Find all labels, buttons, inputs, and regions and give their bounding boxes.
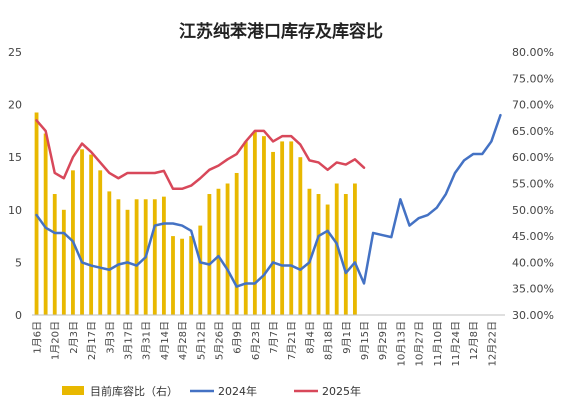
x-tick-label: 12月22日 xyxy=(486,321,498,366)
x-tick-label: 10月13日 xyxy=(395,321,407,366)
x-tick-label: 6月9日 xyxy=(232,321,244,354)
bar-4月21日 xyxy=(171,236,175,315)
legend: 目前库容比（右） 2024年 2025年 xyxy=(62,384,361,398)
bar-9月1日 xyxy=(343,194,348,315)
bar-7月14日 xyxy=(280,141,285,315)
x-tick-label: 2月3日 xyxy=(68,321,80,354)
bar-6月9日 xyxy=(234,172,239,315)
bar-4月7日 xyxy=(152,199,157,315)
x-tick-label: 5月26日 xyxy=(213,321,225,360)
y-right-tick-label: 70.00% xyxy=(512,99,554,112)
x-tick-label: 7月7日 xyxy=(268,321,280,354)
y-left-tick-label: 15 xyxy=(8,151,22,164)
bar-7月7日 xyxy=(271,151,275,315)
x-tick-label: 8月18日 xyxy=(323,321,335,360)
bar-7月28日 xyxy=(298,157,303,315)
legend-swatch-bar xyxy=(62,386,84,395)
bar-8月25日 xyxy=(334,183,339,315)
y-left-tick-label: 20 xyxy=(8,99,22,112)
bar-4月28日 xyxy=(180,238,184,315)
y-left-tick-label: 10 xyxy=(8,204,22,217)
bar-1月13日 xyxy=(43,133,48,315)
bar-3月3日 xyxy=(107,191,112,315)
x-tick-label: 4月14日 xyxy=(159,321,171,360)
y-right-tick-label: 80.00% xyxy=(512,46,554,59)
chart-title: 江苏纯苯港口库存及库容比 xyxy=(179,21,383,42)
bar-1月6日 xyxy=(34,112,39,316)
x-tick-label: 11月24日 xyxy=(450,321,462,366)
bar-4月14日 xyxy=(161,196,166,315)
y-right-tick-label: 65.00% xyxy=(512,125,554,138)
bars-layer xyxy=(34,112,357,316)
x-tick-label: 1月20日 xyxy=(50,321,62,360)
x-tick-label: 3月3日 xyxy=(104,321,116,354)
legend-label: 2024年 xyxy=(218,384,257,398)
x-tick-label: 11月10日 xyxy=(432,321,444,366)
bar-5月26日 xyxy=(216,188,221,315)
bar-3月24日 xyxy=(134,199,139,315)
axes-layer: 0 5 10 15 20 25 30.00% 35.00% 40.00% 45.00% 50.00%… xyxy=(8,46,554,366)
x-tick-label: 10月27日 xyxy=(414,321,426,366)
bar-6月2日 xyxy=(225,183,230,315)
bar-2月24日 xyxy=(98,170,103,315)
bar-1月20日 xyxy=(52,194,57,315)
x-tick-label: 12月8日 xyxy=(468,321,480,360)
x-tick-label: 9月29日 xyxy=(377,321,389,360)
legend-label: 目前库容比（右） xyxy=(90,384,178,398)
x-tick-label: 1月6日 xyxy=(32,321,44,354)
lines-layer xyxy=(35,113,502,288)
y-right-tick-label: 30.00% xyxy=(512,309,554,322)
y-left-tick-label: 5 xyxy=(15,256,22,269)
bar-5月5日 xyxy=(189,236,194,315)
x-tick-label: 9月1日 xyxy=(341,321,353,354)
series-line-2 xyxy=(35,119,366,191)
bar-5月12日 xyxy=(198,225,203,315)
x-tick-label: 8月4日 xyxy=(304,321,316,354)
x-tick-label: 4月28日 xyxy=(177,321,189,360)
y-right-tick-label: 60.00% xyxy=(512,151,554,164)
y-right-tick-label: 40.00% xyxy=(512,256,554,269)
bar-2月17日 xyxy=(89,154,94,315)
y-left-tick-label: 0 xyxy=(15,309,22,322)
bar-3月10日 xyxy=(116,199,121,315)
y-right-tick-label: 45.00% xyxy=(512,230,554,243)
bar-7月21日 xyxy=(289,141,294,315)
x-tick-label: 3月31日 xyxy=(141,321,153,360)
x-tick-label: 5月12日 xyxy=(195,321,207,360)
bar-6月16日 xyxy=(243,141,248,315)
x-tick-label: 9月15日 xyxy=(359,321,371,360)
x-tick-label: 3月17日 xyxy=(123,321,135,360)
bar-5月19日 xyxy=(207,194,212,315)
y-right-tick-label: 55.00% xyxy=(512,178,554,191)
bar-6月30日 xyxy=(262,136,266,315)
bar-9月8日 xyxy=(353,183,357,315)
x-tick-label: 2月17日 xyxy=(86,321,98,360)
y-right-tick-label: 75.00% xyxy=(512,72,554,85)
y-left-tick-label: 25 xyxy=(8,46,22,59)
x-tick-label: 6月23日 xyxy=(250,321,262,360)
bar-8月11日 xyxy=(316,194,321,315)
y-right-tick-label: 50.00% xyxy=(512,204,554,217)
legend-label: 2025年 xyxy=(322,384,361,398)
bar-1月27日 xyxy=(61,209,66,315)
bar-2月10日 xyxy=(80,149,84,315)
y-right-tick-label: 35.00% xyxy=(512,283,554,296)
bar-8月4日 xyxy=(307,188,312,315)
x-tick-label: 7月21日 xyxy=(286,321,298,360)
bar-8月18日 xyxy=(325,204,330,315)
bar-6月23日 xyxy=(252,130,257,315)
series-line-1 xyxy=(35,113,502,288)
